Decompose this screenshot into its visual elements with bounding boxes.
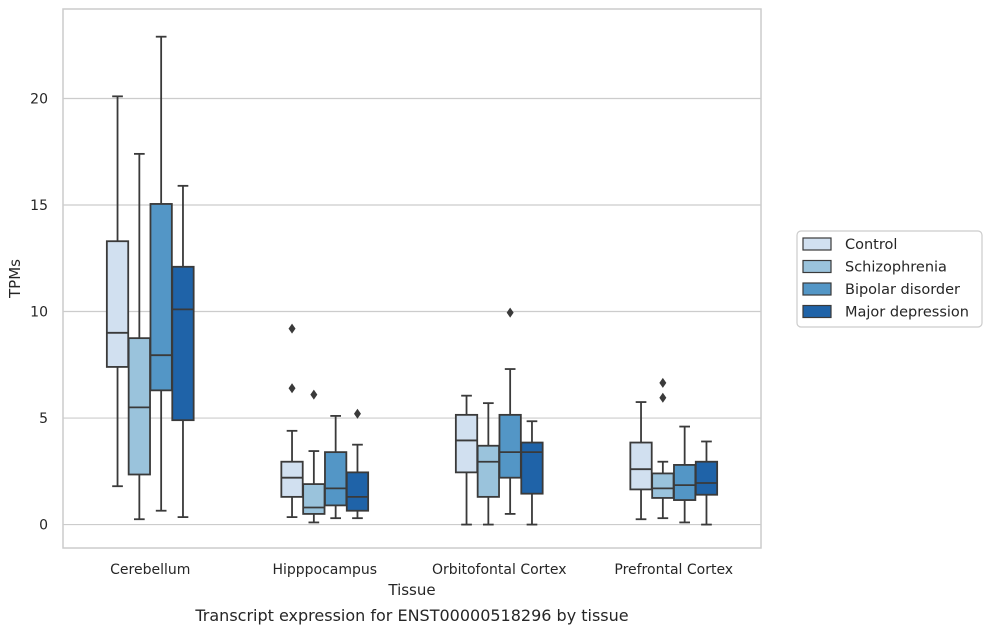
box-iqr (651, 472, 675, 499)
legend-label: Schizophrenia (845, 260, 947, 276)
outlier-point (659, 392, 667, 403)
legend-swatch (802, 304, 832, 319)
y-tick-label: 10 (30, 305, 48, 321)
legend-label: Control (845, 237, 897, 253)
legend-swatch (802, 282, 832, 296)
box-major-depression (520, 420, 544, 526)
box-iqr (171, 265, 195, 422)
box-bipolar-disorder (149, 35, 173, 512)
y-axis-label: TPMs (6, 259, 24, 299)
outlier-point (310, 389, 318, 400)
x-tick-label: Prefrontal Cortex (614, 562, 733, 578)
box-iqr (498, 413, 522, 479)
box-iqr (476, 444, 500, 498)
box-bipolar-disorder (498, 307, 522, 515)
box-bipolar-disorder (324, 415, 348, 520)
box-control (105, 95, 130, 488)
box-schizophrenia (651, 377, 675, 520)
box-iqr (694, 460, 719, 496)
legend-label: Major depression (845, 305, 969, 321)
box-iqr (629, 441, 653, 491)
box-bipolar-disorder (673, 425, 697, 524)
outlier-point (506, 307, 514, 318)
plot-area-frame (62, 8, 762, 549)
outlier-point (288, 383, 296, 394)
chart-caption: Transcript expression for ENST0000051829… (194, 606, 628, 625)
box-iqr (345, 471, 370, 512)
box-iqr (127, 337, 151, 476)
box-major-depression (345, 408, 370, 520)
box-series-group (105, 35, 719, 526)
box-iqr (324, 451, 348, 507)
legend: Control Schizophrenia Bipolar disorder Majo… (796, 230, 983, 328)
box-iqr (280, 460, 304, 498)
x-tick-label: Cerebellum (110, 562, 190, 578)
box-control (280, 323, 304, 519)
box-schizophrenia (127, 152, 151, 521)
y-tick-label: 5 (39, 411, 48, 427)
box-major-depression (171, 184, 195, 519)
legend-frame (796, 230, 983, 328)
legend-swatch (802, 237, 832, 251)
legend-label: Bipolar disorder (845, 282, 960, 298)
x-axis-ticks: Cerebellum Hipppocampus Orbitofontal Corte… (110, 562, 733, 578)
y-axis-ticks: 0 5 10 15 20 (30, 91, 48, 533)
box-iqr (302, 483, 326, 515)
box-control (629, 401, 653, 521)
y-tick-label: 20 (30, 91, 48, 107)
box-iqr (673, 464, 697, 501)
y-tick-label: 0 (39, 518, 48, 534)
x-tick-label: Hipppocampus (272, 562, 377, 578)
outlier-point (353, 408, 361, 419)
outlier-point (288, 323, 296, 334)
box-control (454, 394, 479, 526)
legend-swatch (802, 259, 832, 274)
outlier-point (659, 377, 667, 388)
box-iqr (149, 203, 173, 392)
y-tick-label: 15 (30, 198, 48, 214)
box-schizophrenia (476, 402, 500, 526)
box-iqr (520, 441, 544, 495)
box-major-depression (694, 440, 719, 526)
x-tick-label: Orbitofontal Cortex (432, 562, 567, 578)
box-iqr (105, 240, 130, 368)
box-schizophrenia (302, 389, 326, 524)
box-iqr (454, 413, 479, 474)
x-axis-label: Tissue (387, 581, 435, 599)
